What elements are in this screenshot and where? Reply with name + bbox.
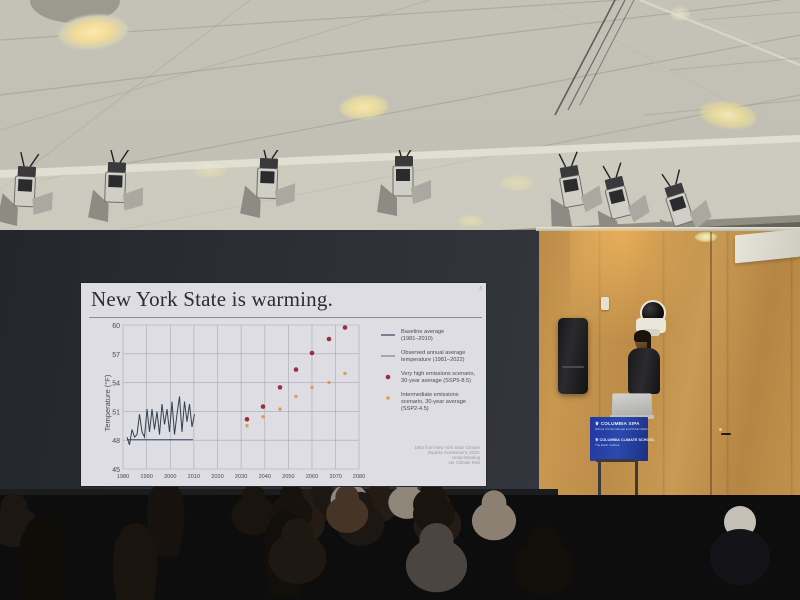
svg-text:2020: 2020 xyxy=(211,474,223,480)
svg-text:2000: 2000 xyxy=(164,474,176,480)
svg-text:57: 57 xyxy=(112,352,120,359)
svg-text:Temperature (°F): Temperature (°F) xyxy=(103,374,112,431)
svg-text:2070: 2070 xyxy=(329,474,341,480)
svg-text:2040: 2040 xyxy=(259,474,271,480)
svg-text:2050: 2050 xyxy=(282,474,294,480)
svg-text:2010: 2010 xyxy=(188,474,200,480)
svg-text:45: 45 xyxy=(112,467,120,474)
svg-text:54: 54 xyxy=(112,381,120,388)
svg-text:2080: 2080 xyxy=(353,474,365,480)
svg-text:1980: 1980 xyxy=(117,474,129,480)
svg-text:1990: 1990 xyxy=(140,474,152,480)
svg-text:48: 48 xyxy=(112,438,120,445)
svg-text:51: 51 xyxy=(112,409,120,416)
svg-text:60: 60 xyxy=(112,323,120,330)
svg-text:2030: 2030 xyxy=(235,474,247,480)
svg-text:2060: 2060 xyxy=(306,474,318,480)
